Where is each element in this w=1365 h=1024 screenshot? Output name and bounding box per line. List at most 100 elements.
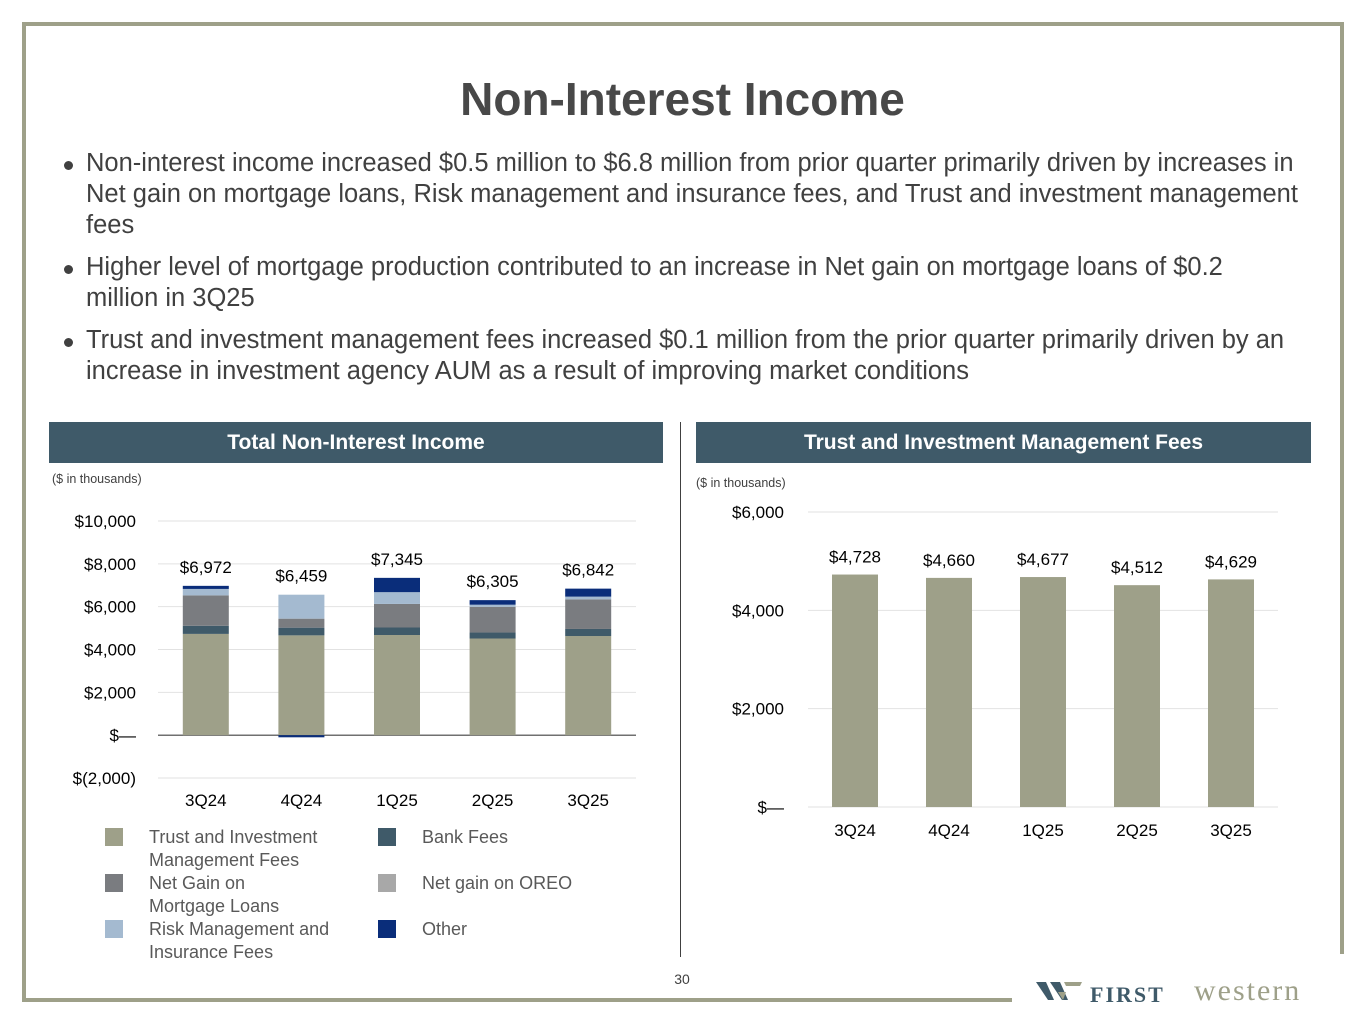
- bar: [832, 574, 878, 807]
- bar-segment: [182, 585, 229, 589]
- frame-left-border: [22, 22, 26, 1002]
- bullet-list: Non-interest income increased $0.5 milli…: [60, 148, 1300, 398]
- y-tick-label: $(2,000): [73, 769, 136, 788]
- legend-swatch: [105, 920, 123, 938]
- bullet-text: Trust and investment management fees inc…: [86, 326, 1285, 385]
- bar-segment: [565, 636, 612, 736]
- bar-value-label: $4,629: [1205, 552, 1257, 571]
- x-tick-label: 2Q25: [1116, 821, 1158, 840]
- bullet-dot-icon: [64, 265, 73, 274]
- bar-segment: [374, 635, 420, 736]
- w-mark-icon: [1036, 982, 1082, 1000]
- frame-top-border: [22, 22, 1344, 26]
- bar: [926, 577, 972, 807]
- company-logo: FIRST western: [1036, 974, 1346, 1010]
- bar-segment: [278, 627, 325, 636]
- bullet-dot-icon: [64, 338, 73, 347]
- bar-segment: [469, 632, 516, 639]
- right-chart-header: Trust and Investment Management Fees: [696, 422, 1311, 463]
- logo-western-text: western: [1194, 974, 1302, 1007]
- y-tick-label: $—: [758, 798, 784, 817]
- legend-swatch: [105, 828, 123, 846]
- y-tick-label: $2,000: [84, 683, 136, 702]
- y-tick-label: $6,000: [84, 598, 136, 617]
- x-tick-label: 3Q25: [1210, 821, 1252, 840]
- x-tick-label: 4Q24: [928, 821, 970, 840]
- x-tick-label: 1Q25: [1022, 821, 1064, 840]
- bar-value-label: $4,677: [1017, 550, 1069, 569]
- bar-total-label: $6,842: [562, 561, 614, 580]
- bar-segment: [182, 633, 229, 736]
- bullet-text: Higher level of mortgage production cont…: [86, 253, 1223, 312]
- y-tick-label: $4,000: [732, 601, 784, 620]
- x-tick-label: 4Q24: [281, 791, 323, 810]
- bar-segment: [565, 628, 612, 637]
- bullet-item: Higher level of mortgage production cont…: [60, 252, 1300, 314]
- right-chart-units-note: ($ in thousands): [696, 476, 786, 490]
- bar-segment: [182, 625, 229, 634]
- page-number: 30: [674, 971, 690, 987]
- trust-fees-chart: $6,000 $4,000 $2,000 $— $4,728 3Q24 $4,660 4Q24…: [732, 503, 1278, 840]
- y-tick-label: $4,000: [84, 641, 136, 660]
- left-chart-header: Total Non-Interest Income: [49, 422, 663, 463]
- bar-segment: [469, 606, 516, 633]
- y-tick-label: $2,000: [732, 700, 784, 719]
- bar: [1020, 577, 1066, 807]
- bar-segment: [278, 618, 325, 628]
- legend-label: Net Gain on Mortgage Loans: [149, 873, 280, 916]
- x-tick-label: 3Q24: [834, 821, 876, 840]
- bar-segment: [278, 594, 325, 619]
- left-chart-legend: Trust and Investment Management Fees Ban…: [105, 826, 625, 966]
- bar-segment: [565, 596, 612, 600]
- bar-segment: [565, 588, 612, 597]
- legend-label: Bank Fees: [422, 827, 509, 847]
- legend-swatch: [378, 874, 396, 892]
- bar: [1114, 585, 1160, 807]
- y-tick-label: $10,000: [75, 512, 136, 531]
- total-non-interest-income-chart: $10,000 $8,000 $6,000 $4,000 $2,000 $— $(2,000…: [73, 512, 636, 810]
- y-tick-label: $6,000: [732, 503, 784, 522]
- legend-swatch: [378, 828, 396, 846]
- bar: [1208, 579, 1254, 807]
- bar-total-label: $6,459: [275, 567, 327, 586]
- left-chart-units-note: ($ in thousands): [52, 472, 142, 486]
- bar-segment: [374, 592, 420, 604]
- x-tick-label: 3Q24: [185, 791, 227, 810]
- x-tick-label: 2Q25: [472, 791, 514, 810]
- slide-title: Non-Interest Income: [460, 73, 905, 125]
- x-tick-label: 1Q25: [376, 791, 418, 810]
- bar-value-label: $4,512: [1111, 558, 1163, 577]
- bar-segment: [182, 588, 229, 596]
- legend-swatch: [105, 874, 123, 892]
- frame-right-border: [1340, 22, 1344, 954]
- legend-swatch: [378, 920, 396, 938]
- bar-total-label: $6,972: [180, 558, 232, 577]
- bar-segment: [374, 603, 420, 628]
- bar-segment: [565, 599, 612, 629]
- bar-segment: [278, 635, 325, 736]
- y-tick-label: $—: [110, 726, 136, 745]
- bar-segment: [469, 638, 516, 736]
- bar-segment: [278, 735, 325, 738]
- legend-label: Trust and Investment Management Fees: [149, 827, 318, 870]
- bullet-item: Non-interest income increased $0.5 milli…: [60, 148, 1300, 241]
- bar-segment: [182, 595, 229, 626]
- legend-label: Other: [422, 919, 468, 939]
- bullet-text: Non-interest income increased $0.5 milli…: [86, 149, 1298, 239]
- bullet-dot-icon: [64, 161, 73, 170]
- bar-total-label: $7,345: [371, 550, 423, 569]
- bar-segment: [374, 627, 420, 636]
- legend-label: Net gain on OREO: [422, 873, 573, 893]
- bullet-item: Trust and investment management fees inc…: [60, 325, 1300, 387]
- bar-segment: [374, 577, 420, 593]
- y-tick-label: $8,000: [84, 555, 136, 574]
- bar-value-label: $4,660: [923, 551, 975, 570]
- bar-total-label: $6,305: [467, 572, 519, 591]
- x-tick-label: 3Q25: [567, 791, 609, 810]
- legend-label: Risk Management and Insurance Fees: [149, 919, 330, 962]
- bar-segment: [469, 600, 516, 605]
- logo-first-text: FIRST: [1090, 982, 1165, 1007]
- bar-value-label: $4,728: [829, 548, 881, 567]
- bar-segment: [469, 604, 516, 607]
- panel-divider: [680, 422, 681, 957]
